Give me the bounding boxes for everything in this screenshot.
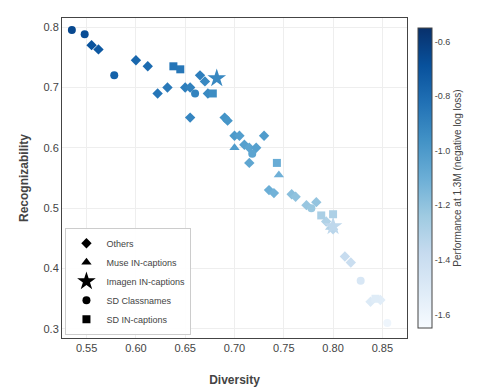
svg-text:-0.6: -0.6 (435, 37, 451, 47)
svg-text:0.4: 0.4 (44, 262, 59, 274)
svg-text:0.60: 0.60 (125, 342, 146, 354)
svg-text:Performance at 1.3M (negative: Performance at 1.3M (negative log loss) (452, 89, 463, 266)
svg-text:0.85: 0.85 (372, 342, 393, 354)
svg-text:SD Classnames: SD Classnames (106, 296, 171, 306)
svg-text:-1.6: -1.6 (435, 310, 451, 320)
svg-text:0.55: 0.55 (76, 342, 97, 354)
svg-text:Diversity: Diversity (209, 373, 260, 387)
svg-text:-1.4: -1.4 (435, 255, 451, 265)
svg-text:SD IN-captions: SD IN-captions (106, 315, 167, 325)
svg-text:0.5: 0.5 (44, 202, 59, 214)
svg-text:Muse IN-captions: Muse IN-captions (106, 258, 177, 268)
svg-text:0.7: 0.7 (44, 81, 59, 93)
svg-text:Others: Others (106, 239, 134, 249)
svg-text:0.70: 0.70 (224, 342, 245, 354)
svg-text:-1.0: -1.0 (435, 146, 451, 156)
svg-text:0.75: 0.75 (273, 342, 294, 354)
svg-text:0.65: 0.65 (174, 342, 195, 354)
svg-text:0.80: 0.80 (322, 342, 343, 354)
svg-text:0.8: 0.8 (44, 21, 59, 33)
svg-text:Recognizability: Recognizability (17, 134, 31, 222)
svg-text:Imagen IN-captions: Imagen IN-captions (106, 277, 185, 287)
svg-text:0.3: 0.3 (44, 323, 59, 335)
svg-text:-1.2: -1.2 (435, 200, 451, 210)
svg-text:0.6: 0.6 (44, 142, 59, 154)
svg-text:-0.8: -0.8 (435, 91, 451, 101)
